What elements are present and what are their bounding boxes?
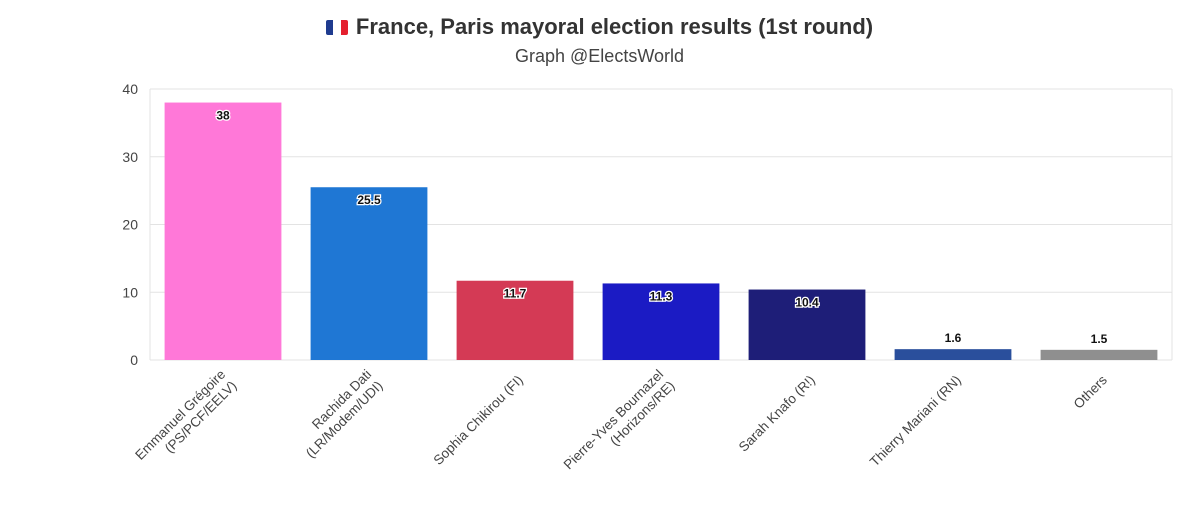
x-tick-label: Rachida Dati(LR/Modem/UDI) [292,367,386,461]
x-tick-label-line: Others [1071,372,1110,411]
bar [164,102,282,361]
y-axis: 0 10 20 30 40 [122,81,138,368]
bar [894,349,1012,360]
value-label: 11.3 [650,289,673,303]
bar [602,283,720,360]
title-row: France, Paris mayoral election results (… [0,12,1199,42]
flag-stripe-red [340,19,348,35]
x-tick-label: Others [1071,372,1110,411]
x-tick-label: Sophia Chikirou (FI) [430,372,525,467]
value-label: 1.5 [1091,332,1108,346]
value-label: 38 [216,109,230,123]
y-tick-label: 10 [122,284,138,300]
bar [1040,349,1158,360]
value-label: 25.5 [357,193,381,207]
chart-title: France, Paris mayoral election results (… [355,14,874,39]
bar [310,187,428,360]
value-label: 11.7 [504,287,527,301]
flag-stripe-white [333,19,341,35]
x-axis: Emmanuel Grégoire(PS/PCF/EELV) Rachida Da… [132,367,1110,484]
flag-stripe-blue [325,19,334,35]
x-tick-label-line: Sarah Knafo (R!) [736,372,818,454]
x-tick-label-line: Pierre-Yves Bournazel [561,367,667,473]
x-tick-label: Sarah Knafo (R!) [736,372,818,454]
x-tick-label-line: Emmanuel Grégoire [132,367,228,463]
bar [748,289,866,360]
value-label: 10.4 [795,296,819,310]
y-tick-label: 20 [122,217,138,233]
x-tick-label-line: Thierry Mariani (RN) [867,372,964,469]
x-tick-label: Emmanuel Grégoire(PS/PCF/EELV) [132,367,239,474]
x-tick-label: Pierre-Yves Bournazel(Horizons/RE) [561,367,678,484]
bar [456,280,574,360]
value-label: 1.6 [945,331,962,345]
x-tick-label: Thierry Mariani (RN) [867,372,964,469]
france-flag-icon [325,19,348,35]
chart-header: France, Paris mayoral election results (… [0,12,1199,67]
x-tick-label-line: Sophia Chikirou (FI) [430,372,525,467]
y-tick-label: 40 [122,81,138,97]
chart-subtitle: Graph @ElectsWorld [515,46,684,66]
y-tick-label: 30 [122,149,138,165]
y-tick-label: 0 [130,352,138,368]
bars: 38 25.5 11.7 11.3 10.4 1.6 1.5 [164,102,1158,361]
